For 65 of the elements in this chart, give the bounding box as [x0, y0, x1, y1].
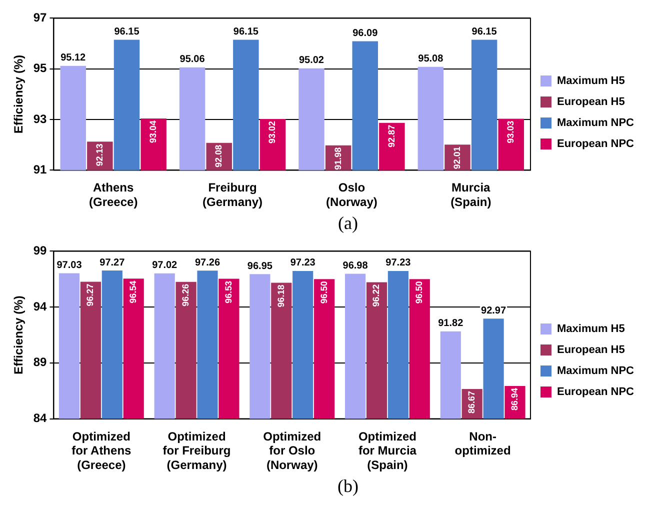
y-tick-label: 97: [33, 10, 48, 25]
data-label: 96.27: [85, 284, 96, 306]
data-label: 96.50: [414, 281, 424, 304]
data-label: 97.23: [290, 258, 316, 269]
x-tick-label: Optimized for Oslo (Norway): [263, 429, 322, 472]
x-tick-label: Optimized for Freiburg (Germany): [162, 429, 231, 472]
data-label: 95.12: [60, 52, 86, 64]
y-tick-label: 94: [33, 299, 48, 314]
data-label: 96.95: [247, 260, 273, 272]
data-label: 86.67: [466, 390, 477, 414]
data-label: 93.04: [148, 120, 158, 144]
legend-label: Maximum NPC: [556, 117, 634, 130]
data-label: 91.98: [332, 147, 343, 170]
data-label: 97.27: [100, 257, 126, 268]
x-tick-label: Freiburg (Germany): [202, 180, 263, 210]
data-label: 92.13: [94, 144, 104, 166]
data-label: 92.97: [481, 305, 506, 316]
legend-label: European NPC: [556, 138, 634, 150]
data-label: 95.08: [418, 54, 444, 65]
x-tick-label: Optimized for Murcia (Spain): [358, 429, 417, 472]
y-tick-label: 95: [33, 61, 48, 76]
legend-label: European NPC: [556, 386, 634, 398]
x-tick-label: Athens (Greece): [88, 180, 138, 210]
data-label: 96.09: [352, 28, 378, 40]
data-label: 92.87: [386, 124, 396, 148]
data-label: 95.06: [180, 54, 206, 66]
x-tick-label: Murcia (Spain): [450, 180, 492, 210]
data-label: 97.03: [56, 260, 82, 271]
data-label: 96.18: [276, 284, 286, 308]
text: (a): [337, 213, 359, 235]
data-label: 96.15: [114, 26, 140, 38]
x-tick-label: Oslo (Norway): [326, 180, 378, 210]
legend-label: Maximum H5: [556, 323, 625, 336]
y-tick-label: 99: [33, 244, 48, 258]
data-label: 96.22: [371, 284, 382, 307]
data-label: 95.02: [298, 55, 324, 66]
data-label: 96.26: [180, 284, 191, 306]
text: (b): [336, 476, 360, 498]
y-axis-title: Efficiency (%): [12, 54, 26, 134]
x-tick-label: Non- optimized: [454, 429, 511, 458]
data-label: 97.26: [194, 257, 220, 268]
x-tick-label: Optimized for Athens (Greece): [72, 429, 132, 472]
y-tick-label: 89: [33, 355, 48, 370]
data-label: 92.01: [452, 146, 462, 170]
legend-label: Maximum H5: [556, 75, 625, 88]
data-label: 96.53: [223, 280, 234, 304]
data-label: 96.50: [318, 281, 329, 304]
legend-label: Maximum NPC: [556, 365, 634, 378]
data-label: 97.23: [386, 258, 412, 269]
data-label: 91.82: [438, 318, 464, 330]
data-label: 96.15: [233, 26, 259, 38]
data-label: 96.98: [342, 260, 368, 272]
legend-label: European H5: [556, 344, 625, 356]
legend-label: European H5: [556, 96, 625, 108]
y-axis-title: Efficiency (%): [12, 296, 26, 374]
data-label: 86.94: [509, 388, 520, 410]
y-tick-label: 93: [33, 112, 48, 126]
data-label: 96.54: [128, 280, 138, 304]
data-label: 93.02: [267, 121, 278, 144]
data-label: 97.02: [152, 260, 178, 272]
data-label: 93.03: [506, 120, 516, 144]
y-tick-label: 91: [33, 162, 48, 177]
data-label: 96.15: [472, 26, 498, 38]
data-label: 92.08: [214, 144, 224, 168]
y-tick-label: 84: [33, 411, 48, 426]
